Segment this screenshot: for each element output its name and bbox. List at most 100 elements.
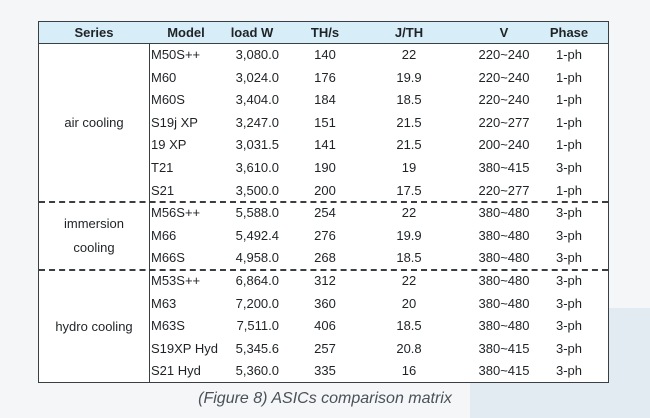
cell-load: 5,360.0 [235, 363, 279, 379]
cell-v: 380~480 [478, 273, 530, 288]
cell-jth: 22 [401, 273, 417, 288]
cell-ths: 200 [314, 182, 336, 198]
cell-model: M60 [151, 69, 177, 85]
cell-ths: 257 [314, 340, 336, 356]
cell-phase: 1-ph [555, 182, 583, 198]
series-label: hydro cooling [55, 318, 133, 334]
cell-load: 7,200.0 [235, 295, 279, 311]
cell-model: T21 [151, 160, 174, 175]
cell-v: 220~240 [478, 69, 530, 85]
header-phase: Phase [549, 25, 589, 40]
cell-ths: 176 [314, 69, 336, 85]
cell-phase: 1-ph [555, 114, 583, 130]
cell-load: 3,080.0 [235, 47, 279, 62]
cell-model: M66S [151, 250, 185, 266]
cell-model: M63 [151, 295, 177, 311]
cell-model: S21 Hyd [151, 363, 201, 379]
cell-load: 3,031.5 [235, 137, 279, 153]
cell-phase: 3-ph [555, 273, 583, 288]
cell-model: S19XP Hyd [151, 340, 218, 356]
cell-jth: 18.5 [396, 318, 422, 334]
cell-phase: 3-ph [555, 318, 583, 334]
cell-model: M56S++ [151, 205, 201, 221]
cell-jth: 19.9 [396, 69, 422, 85]
cell-jth: 22 [401, 47, 417, 62]
cell-ths: 151 [314, 114, 336, 130]
cell-ths: 406 [314, 318, 336, 334]
cell-v: 200~240 [478, 137, 530, 153]
header-ths: TH/s [310, 25, 340, 40]
series-label-line: immersion [64, 216, 124, 232]
figure-caption: (Figure 8) ASICs comparison matrix [198, 390, 452, 407]
header-series: Series [74, 25, 114, 40]
header-v: V [499, 25, 509, 40]
series-label: air cooling [64, 115, 124, 131]
group-divider [39, 269, 608, 271]
cell-load: 3,500.0 [235, 182, 279, 198]
cell-ths: 141 [314, 137, 336, 153]
group-divider [39, 201, 608, 204]
cell-load: 5,345.6 [235, 340, 279, 356]
cell-jth: 19.9 [396, 227, 422, 243]
header-model: Model [167, 25, 205, 40]
cell-jth: 20.8 [396, 340, 422, 356]
cell-load: 4,958.0 [235, 250, 279, 266]
cell-phase: 1-ph [555, 69, 583, 85]
cell-ths: 190 [314, 160, 336, 175]
cell-jth: 21.5 [396, 137, 422, 153]
cell-phase: 1-ph [555, 137, 583, 153]
cell-model: M60S [151, 92, 185, 108]
cell-ths: 312 [314, 273, 336, 288]
cell-load: 3,247.0 [235, 114, 279, 130]
cell-ths: 268 [314, 250, 336, 266]
header-jth: J/TH [394, 25, 424, 40]
cell-v: 380~480 [478, 227, 530, 243]
cell-load: 5,588.0 [235, 205, 279, 221]
cell-jth: 18.5 [396, 250, 422, 266]
cell-model: 19 XP [151, 137, 187, 153]
cell-v: 380~415 [478, 340, 530, 356]
cell-phase: 3-ph [555, 363, 583, 379]
cell-phase: 3-ph [555, 250, 583, 266]
cell-v: 380~415 [478, 160, 530, 175]
cell-jth: 22 [401, 205, 417, 221]
cell-jth: 19 [401, 160, 417, 175]
cell-model: M50S++ [151, 47, 201, 62]
cell-load: 3,404.0 [235, 92, 279, 108]
series-label: immersion cooling [39, 212, 149, 260]
cell-phase: 1-ph [555, 47, 583, 62]
cell-phase: 3-ph [555, 205, 583, 221]
cell-phase: 3-ph [555, 227, 583, 243]
cell-v: 220~277 [478, 182, 530, 198]
cell-v: 380~480 [478, 295, 530, 311]
cell-ths: 360 [314, 295, 336, 311]
cell-jth: 17.5 [396, 182, 422, 198]
series-column-divider [149, 44, 150, 383]
cell-ths: 140 [314, 47, 336, 62]
cell-phase: 1-ph [555, 92, 583, 108]
cell-v: 380~480 [478, 318, 530, 334]
series-label-line: cooling [73, 240, 115, 256]
cell-v: 220~240 [478, 47, 530, 62]
cell-ths: 276 [314, 227, 336, 243]
cell-model: M63S [151, 318, 185, 334]
asic-comparison-table: Series Model load W TH/s J/TH V Phase M5… [38, 21, 609, 383]
cell-load: 3,024.0 [235, 69, 279, 85]
cell-phase: 3-ph [555, 160, 583, 175]
table-header: Series Model load W TH/s J/TH V Phase [39, 22, 608, 44]
cell-ths: 335 [314, 363, 336, 379]
cell-v: 380~480 [478, 205, 530, 221]
cell-jth: 21.5 [396, 114, 422, 130]
cell-model: S19j XP [151, 114, 198, 130]
cell-ths: 184 [314, 92, 336, 108]
cell-v: 380~415 [478, 363, 530, 379]
cell-jth: 20 [401, 295, 417, 311]
cell-load: 5,492.4 [235, 227, 279, 243]
cell-jth: 16 [401, 363, 417, 379]
cell-model: M66 [151, 227, 177, 243]
cell-ths: 254 [314, 205, 336, 221]
cell-load: 7,511.0 [236, 318, 279, 334]
cell-v: 380~480 [478, 250, 530, 266]
cell-v: 220~240 [478, 92, 530, 108]
cell-load: 6,864.0 [235, 273, 279, 288]
